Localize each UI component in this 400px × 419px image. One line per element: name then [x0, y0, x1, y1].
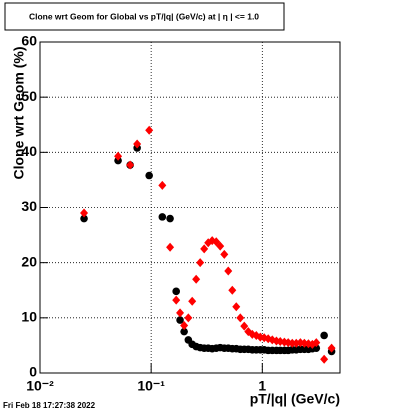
data-point [166, 242, 175, 252]
data-point [133, 139, 142, 149]
data-point [320, 331, 328, 340]
data-point [145, 171, 153, 180]
plot-frame [39, 41, 341, 374]
data-point [240, 321, 249, 331]
data-point [126, 160, 135, 170]
y-axis-label: Clone wrt Geom (%) [11, 46, 27, 179]
data-point [176, 316, 184, 324]
data-point [172, 295, 181, 305]
data-point [312, 338, 321, 348]
x-tick-label: 1 [258, 378, 266, 394]
data-point [180, 321, 189, 331]
data-point [80, 208, 89, 218]
data-point [184, 313, 193, 323]
data-point [166, 214, 174, 223]
title-box [4, 2, 285, 31]
data-point [224, 266, 233, 276]
data-point [172, 287, 180, 296]
x-tick-label: 10⁻¹ [137, 378, 165, 394]
x-tick-label: 10⁻² [26, 378, 54, 394]
data-point [114, 151, 123, 161]
data-point [327, 343, 336, 353]
data-point [200, 244, 209, 254]
data-point [216, 241, 225, 251]
data-point [228, 285, 237, 295]
y-tick-label: 60 [21, 33, 37, 49]
data-point [158, 180, 167, 190]
data-point [232, 302, 241, 312]
x-axis-label: pT/|q| (GeV/c) [250, 391, 340, 407]
chart-title: Clone wrt Geom for Global vs pT/|q| (GeV… [29, 11, 259, 21]
y-tick-label: 40 [21, 143, 37, 159]
data-point [158, 213, 167, 221]
data-point [320, 354, 329, 364]
data-point [145, 125, 154, 135]
y-tick-label: 50 [21, 88, 37, 104]
timestamp: Fri Feb 18 17:27:38 2022 [3, 401, 96, 410]
data-point [192, 274, 201, 284]
y-tick-label: 20 [21, 253, 37, 269]
data-point [220, 249, 229, 259]
y-tick-label: 30 [21, 198, 37, 214]
y-tick-label: 0 [29, 364, 37, 380]
data-point [180, 327, 188, 336]
data-point [188, 296, 197, 306]
data-point [236, 313, 245, 323]
y-tick-label: 10 [21, 309, 37, 325]
data-point [176, 308, 185, 318]
data-point [80, 214, 88, 223]
data-point [196, 258, 205, 268]
